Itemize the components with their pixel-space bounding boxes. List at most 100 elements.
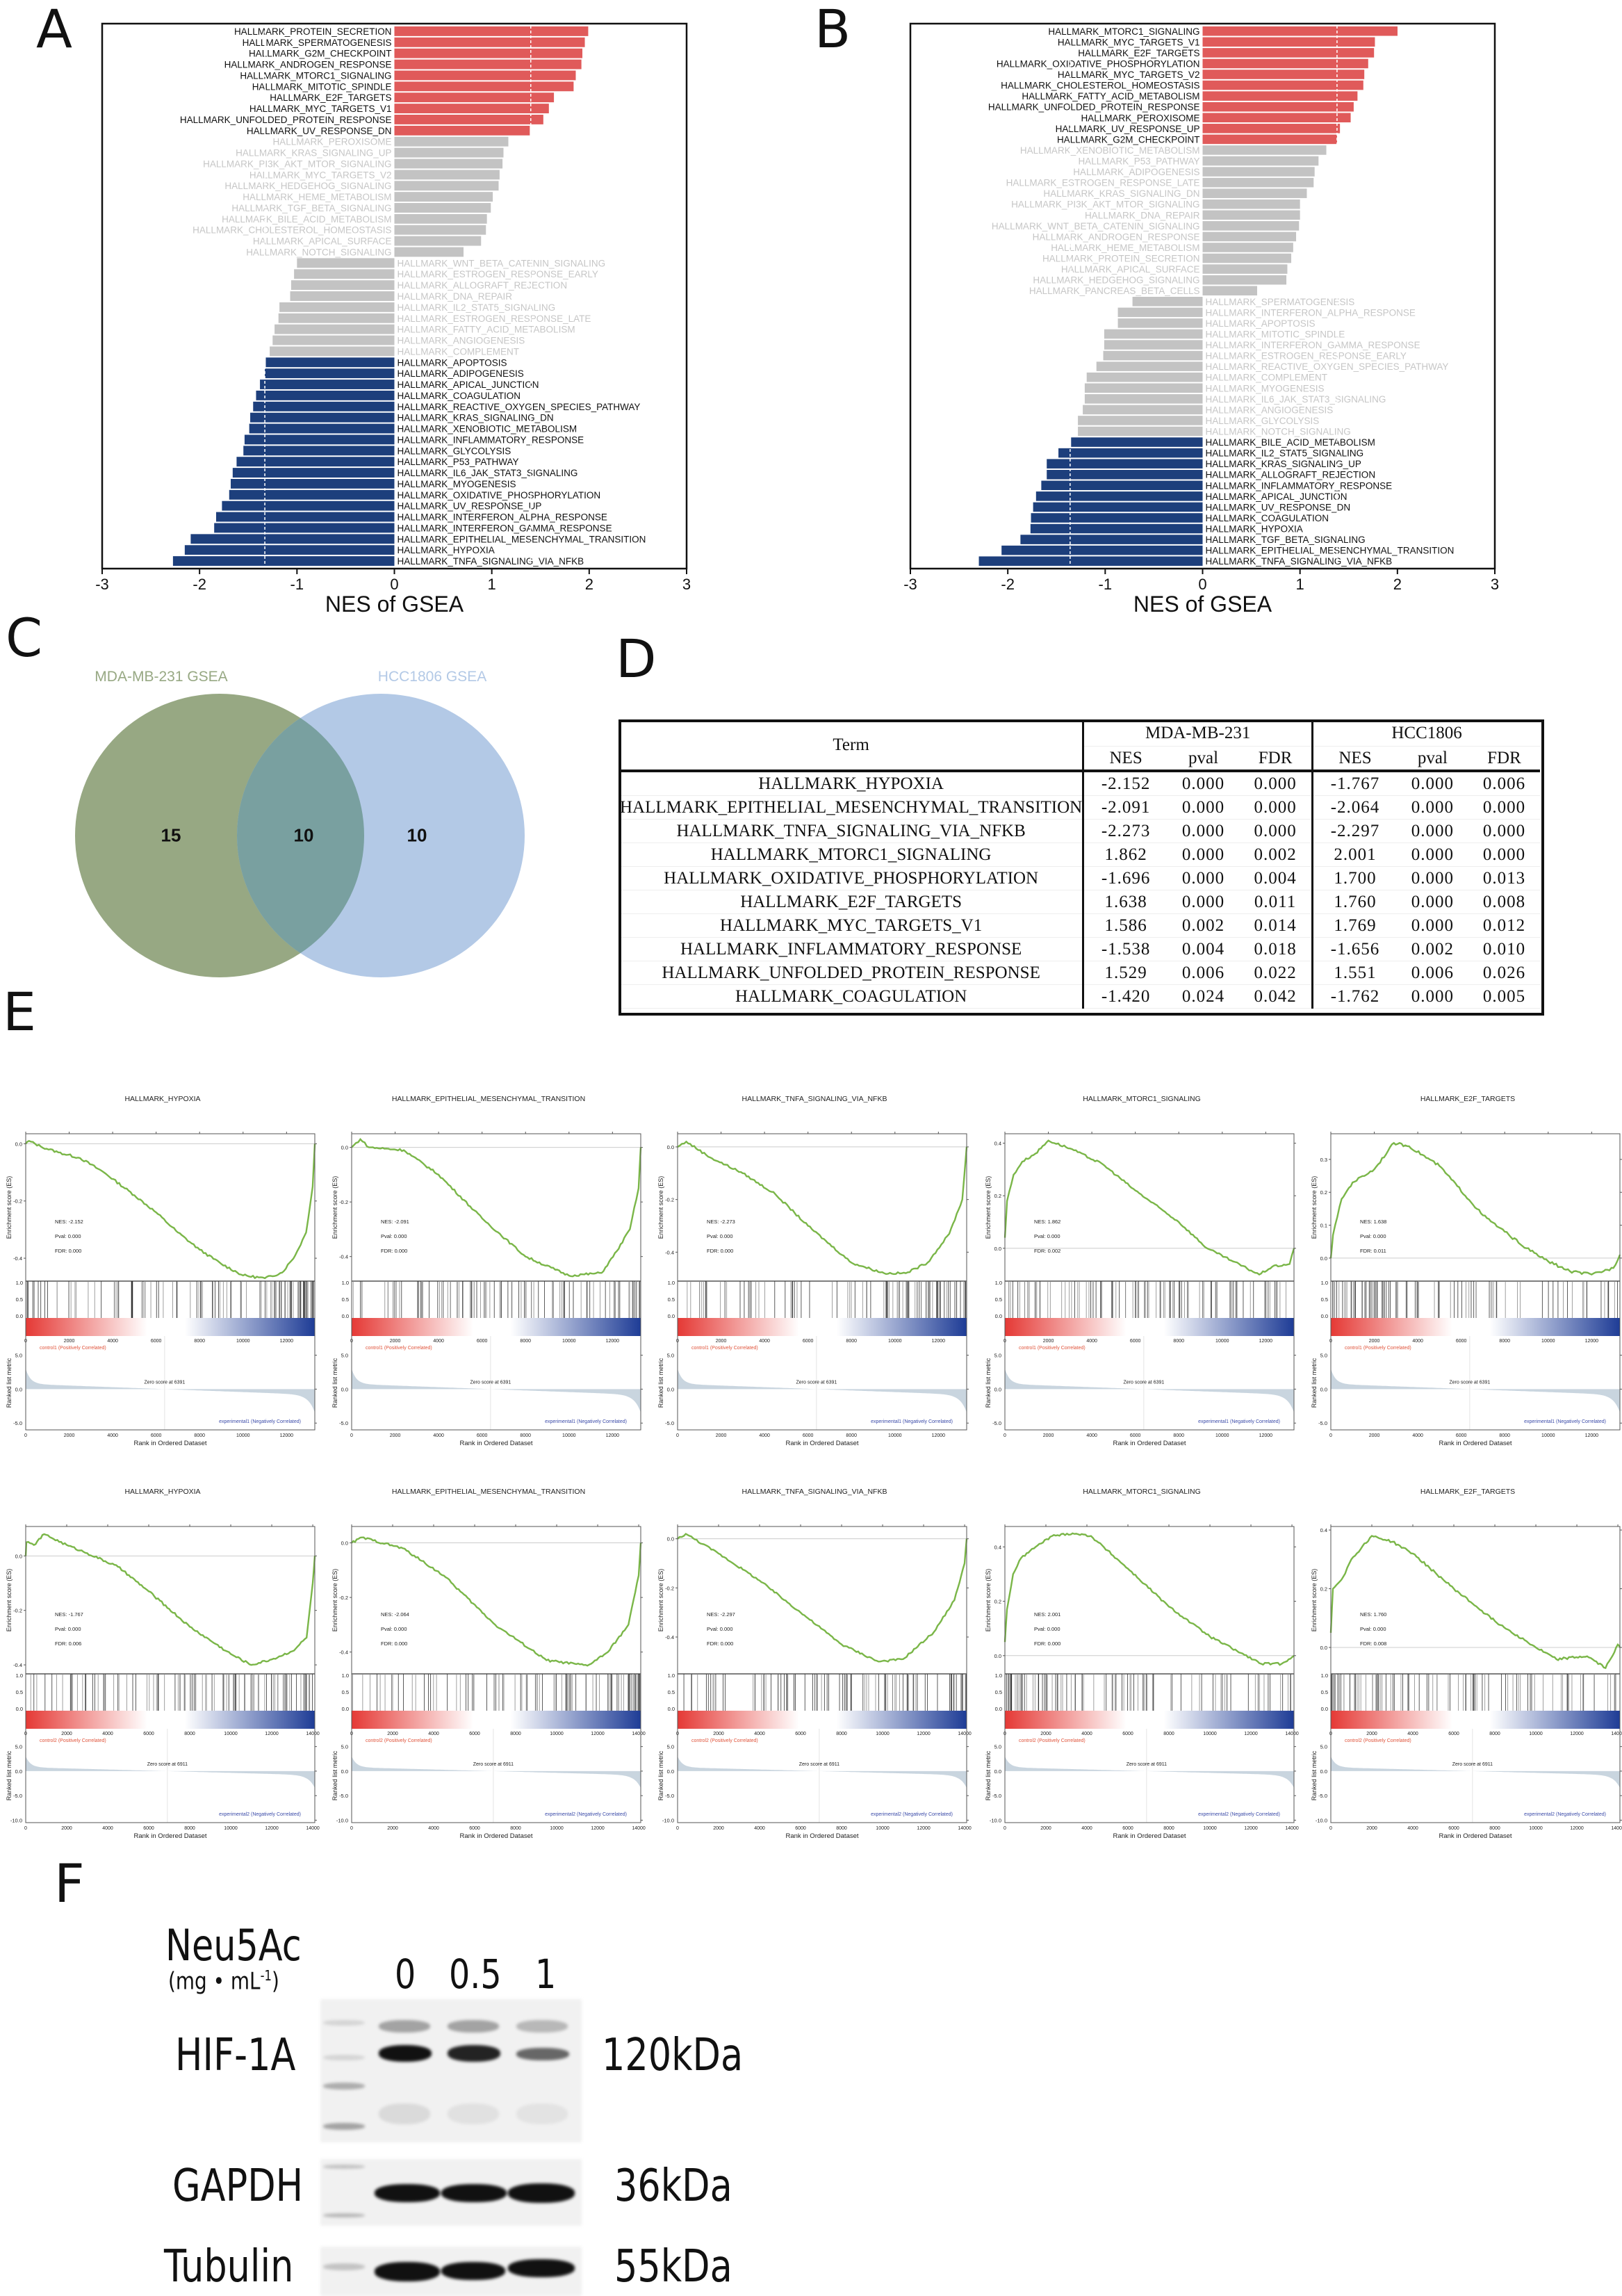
bar-label: HALLMARK_UV_RESPONSE_DN [247,126,392,136]
rank-color-bar [26,1711,315,1729]
bar-label: HALLMARK_KRAS_SIGNALING_DN [1043,188,1199,199]
nes-bar [1078,426,1203,437]
ranked-metric-area [352,1756,641,1788]
term-cell: HALLMARK_COAGULATION [735,986,967,1006]
value-cell: -1.767 [1311,771,1397,796]
table-row: HALLMARK_UNFOLDED_PROTEIN_RESPONSE 1.529 0… [620,961,1540,985]
x-tick-label: 12000 [1244,1732,1258,1736]
nes-bar [1202,156,1319,166]
bar-label: HALLMARK_XENOBIOTIC_METABOLISM [398,424,577,434]
bar-label: HALLMARK_IL6_JAK_STAT3_SIGNALING [398,468,578,478]
nes-bar [394,37,585,47]
plot-frame [1330,1526,1621,1823]
ladder-band [323,2263,365,2270]
gsea-plot-title: HALLMARK_MTORC1_SIGNALING [1083,1488,1201,1496]
bar-label: HALLMARK_NOTCH_SIGNALING [246,247,391,257]
bar-label: HALLMARK_HEDGEHOG_SIGNALING [224,181,391,191]
x-tick-label: 8000 [510,1826,521,1831]
x-tick-label: 12000 [265,1826,279,1831]
y-tick-label: 0.0 [994,1246,1001,1252]
metric-axis-title: Ranked list metric [6,1358,13,1408]
value-cell: -1.656 [1311,937,1397,961]
dose-unit-close: ) [271,1967,279,1996]
x-tick-label: 4000 [1412,1433,1423,1438]
bar-label: HALLMARK_CHOLESTEROL_HOMEOSTASIS [192,225,391,236]
es-axis-title: Enrichment score (ES) [331,1569,338,1632]
x-tick-label: 4000 [754,1732,765,1736]
bar-label: HALLMARK_ESTROGEN_RESPONSE_EARLY [398,269,598,279]
nes-bar [394,147,504,158]
term-cell: HALLMARK_HYPOXIA [758,774,944,793]
negative-correlation-label: experimental1 (Negatively Correlated) [219,1419,301,1424]
gsea-plot-title: HALLMARK_EPITHELIAL_MESENCHYMAL_TRANSITI… [392,1095,585,1103]
nes-bar [1047,469,1203,480]
value-cell: 0.042 [1254,986,1297,1006]
bar-label: HALLMARK_HYPOXIA [398,545,495,555]
table-row: HALLMARK_COAGULATION -1.420 0.024 0.042 -1.7… [620,984,1540,1009]
x-tick-label: 10000 [1203,1732,1217,1736]
nes-bar [1071,437,1203,447]
protein-label-gapdh: GAPDH [172,2160,304,2212]
x-tick-label: 8000 [836,1826,847,1831]
bar-label: HALLMARK_APICAL_SURFACE [253,236,392,247]
table-row: HALLMARK_TNFA_SIGNALING_VIA_NFKB -2.273 0.… [620,819,1540,843]
term-cell: HALLMARK_TNFA_SIGNALING_VIA_NFKB [676,821,1026,840]
rank-color-bar [352,1318,641,1336]
nes-bar [1084,394,1203,404]
y-tick-label: -0.2 [339,1595,348,1601]
nes-bar [1103,350,1203,361]
y-tick-label: -0.4 [13,1662,22,1668]
plot-frame [351,1526,641,1823]
value-cell: 1.638 [1082,890,1168,914]
y-tick-label: 0.2 [1320,1189,1327,1196]
fdr-annotation: FDR: 0.006 [55,1640,81,1647]
ranked-metric-area [1331,1369,1620,1412]
hit-tick-label: 0.5 [1321,1296,1328,1303]
x-tick-label: 12000 [1585,1339,1599,1344]
nes-bar [1202,91,1358,101]
zero-score-label: Zero score at 6391 [470,1380,511,1385]
bar-label: HALLMARK_SPERMATOGENESIS [243,38,392,48]
bar-label: HALLMARK_FATTY_ACID_METABOLISM [1022,91,1199,101]
gsea-plot: HALLMARK_TNFA_SIGNALING_VIA_NFKB 0.0 -0.2 -… [657,1488,972,1840]
nes-bar [249,423,395,434]
x-tick-label: 12000 [1585,1433,1599,1438]
gsea-plot-title: HALLMARK_E2F_TARGETS [1420,1488,1515,1496]
x-tick-label: 10000 [1529,1732,1543,1736]
es-axis-title: Enrichment score (ES) [1311,1176,1318,1239]
x-tick-label: 4000 [1412,1339,1423,1344]
gapdh-band [375,2184,440,2202]
negative-correlation-label: experimental2 (Negatively Correlated) [871,1812,953,1817]
value-cell: 0.000 [1181,868,1225,888]
table-row: HALLMARK_OXIDATIVE_PHOSPHORYLATION -1.696… [620,866,1540,890]
x-tick-label: 10000 [224,1732,238,1736]
x-tick-label: 12000 [917,1732,931,1736]
bar-label: HALLMARK_NOTCH_SIGNALING [1206,427,1351,437]
nes-bar [1202,167,1315,177]
x-tick-label: 8000 [520,1339,531,1344]
y-tick-label: -0.2 [339,1199,348,1205]
value-cell: 0.018 [1254,939,1297,959]
nes-bar [270,346,395,357]
nes-bar [1202,113,1351,123]
nes-annotation: NES: 1.638 [1360,1219,1386,1225]
nes-bar [1202,80,1363,90]
x-tick-label: 0 [24,1826,27,1831]
x-tick-label: 2000 [61,1826,72,1831]
rank-color-bar [352,1711,641,1729]
venn-shapes [75,694,525,977]
es-axis-title: Enrichment score (ES) [985,1176,992,1239]
rank-color-bar [1005,1711,1294,1729]
nes-bar [394,247,464,257]
x-tick-label: 6000 [477,1339,488,1344]
bar-label: HALLMARK_KRAS_SIGNALING_DN [398,413,554,423]
x-axis-title: Rank in Ordered Dataset [459,1832,532,1840]
bar-label: HALLMARK_UV_RESPONSE_UP [1056,124,1200,134]
hit-tick-label: 1.0 [16,1672,23,1679]
nes-bar [1033,502,1203,512]
nes-bar [256,390,395,400]
bar-label: HALLMARK_TGF_BETA_SIGNALING [231,203,391,213]
nes-bar [1058,448,1203,458]
bar-label: HALLMARK_MTORC1_SIGNALING [1048,26,1199,37]
bar-label: HALLMARK_EPITHELIAL_MESENCHYMAL_TRANSITI… [1206,546,1455,556]
